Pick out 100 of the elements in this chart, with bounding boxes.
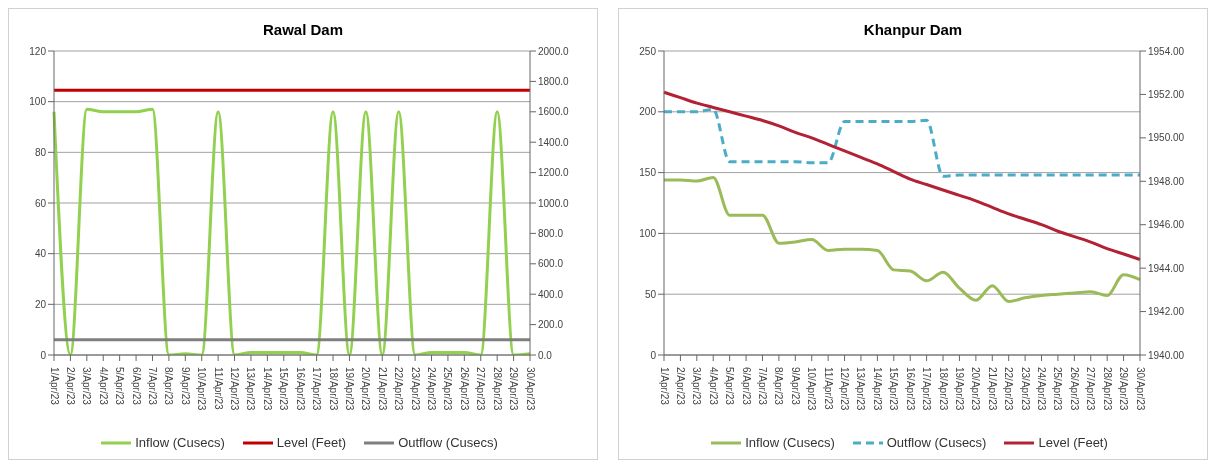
y-tick-label: 50 (644, 288, 657, 300)
legend-label: Outflow (Cusecs) (885, 435, 987, 450)
x-tick-label: 7/Apr/23 (146, 367, 158, 406)
x-tick-label: 7/Apr/23 (756, 367, 768, 406)
y2-tick-label: 200.0 (538, 319, 564, 331)
x-tick-label: 26/Apr/23 (1068, 367, 1080, 411)
x-tick-label: 9/Apr/23 (179, 367, 191, 406)
x-tick-label: 3/Apr/23 (81, 367, 93, 406)
x-tick-label: 30/Apr/23 (1134, 367, 1146, 411)
x-tick-label: 16/Apr/23 (294, 367, 306, 411)
y2-tick-label: 2000.0 (538, 45, 570, 57)
x-tick-label: 27/Apr/23 (475, 367, 487, 411)
x-tick-label: 21/Apr/23 (376, 367, 388, 411)
x-tick-label: 20/Apr/23 (360, 367, 372, 411)
x-tick-label: 23/Apr/23 (409, 367, 421, 411)
x-tick-label: 11/Apr/23 (822, 367, 834, 411)
y2-tick-label: 1940.00 (1148, 349, 1185, 361)
y2-tick-label: 1954.00 (1148, 45, 1185, 57)
x-tick-label: 25/Apr/23 (1052, 367, 1064, 411)
x-tick-label: 18/Apr/23 (937, 367, 949, 411)
x-tick-label: 19/Apr/23 (953, 367, 965, 411)
x-tick-label: 16/Apr/23 (904, 367, 916, 411)
y2-tick-label: 1944.00 (1148, 262, 1185, 274)
x-tick-label: 29/Apr/23 (508, 367, 520, 411)
y-tick-label: 0 (650, 349, 657, 361)
x-tick-label: 2/Apr/23 (64, 367, 76, 406)
y-tick-label: 60 (34, 197, 47, 209)
y-tick-label: 0 (40, 349, 47, 361)
x-tick-label: 2/Apr/23 (674, 367, 686, 406)
y-tick-label: 250 (639, 45, 657, 57)
x-tick-label: 30/Apr/23 (524, 367, 536, 411)
legend-label: Inflow (Cusecs) (134, 435, 225, 450)
x-tick-label: 25/Apr/23 (442, 367, 454, 411)
x-tick-label: 22/Apr/23 (1003, 367, 1015, 411)
y2-tick-label: 0.0 (538, 349, 553, 361)
x-tick-label: 8/Apr/23 (773, 367, 785, 406)
y-tick-label: 200 (639, 106, 657, 118)
y2-tick-label: 1800.0 (538, 75, 570, 87)
y2-tick-label: 1950.00 (1148, 132, 1185, 144)
x-tick-label: 6/Apr/23 (130, 367, 142, 406)
x-tick-label: 14/Apr/23 (261, 367, 273, 411)
x-tick-label: 15/Apr/23 (278, 367, 290, 411)
y-tick-label: 100 (29, 96, 47, 108)
x-tick-label: 26/Apr/23 (458, 367, 470, 411)
x-tick-label: 12/Apr/23 (839, 367, 851, 411)
x-tick-label: 21/Apr/23 (986, 367, 998, 411)
x-tick-label: 15/Apr/23 (888, 367, 900, 411)
line-series (662, 175, 1142, 303)
x-tick-label: 8/Apr/23 (163, 367, 175, 406)
x-tick-label: 24/Apr/23 (1036, 367, 1048, 411)
x-tick-label: 3/Apr/23 (691, 367, 703, 406)
y2-tick-label: 1600.0 (538, 106, 570, 118)
y2-tick-label: 600.0 (538, 258, 564, 270)
y2-tick-label: 1952.00 (1148, 88, 1185, 100)
y2-tick-label: 1400.0 (538, 136, 570, 148)
x-tick-label: 20/Apr/23 (970, 367, 982, 411)
y-tick-label: 40 (34, 248, 47, 260)
chart-title: Khanpur Dam (862, 20, 964, 40)
x-tick-label: 18/Apr/23 (327, 367, 339, 411)
y-tick-label: 120 (29, 45, 47, 57)
legend-label: Outflow (Cusecs) (397, 435, 498, 450)
x-tick-label: 17/Apr/23 (311, 367, 323, 411)
x-tick-label: 10/Apr/23 (196, 367, 208, 411)
x-tick-label: 29/Apr/23 (1118, 367, 1130, 411)
y2-tick-label: 400.0 (538, 288, 564, 300)
x-tick-label: 4/Apr/23 (97, 367, 109, 406)
y2-tick-label: 1200.0 (538, 167, 570, 179)
x-tick-label: 11/Apr/23 (212, 367, 224, 411)
chart-title: Rawal Dam (261, 20, 344, 40)
x-tick-label: 19/Apr/23 (343, 367, 355, 411)
x-tick-label: 27/Apr/23 (1085, 367, 1097, 411)
y-tick-label: 20 (34, 298, 47, 310)
x-tick-label: 4/Apr/23 (707, 367, 719, 406)
x-tick-label: 6/Apr/23 (740, 367, 752, 406)
line-series (662, 90, 1142, 261)
x-tick-label: 22/Apr/23 (393, 367, 405, 411)
legend-label: Inflow (Cusecs) (744, 435, 835, 450)
x-tick-label: 23/Apr/23 (1019, 367, 1031, 411)
y2-tick-label: 1942.00 (1148, 306, 1185, 318)
x-tick-label: 28/Apr/23 (1101, 367, 1113, 411)
y2-tick-label: 1000.0 (538, 197, 570, 209)
x-tick-label: 12/Apr/23 (229, 367, 241, 411)
x-tick-label: 24/Apr/23 (426, 367, 438, 411)
legend-label: Level (Feet) (275, 435, 347, 450)
y-tick-label: 150 (639, 167, 657, 179)
y-tick-label: 80 (34, 146, 47, 158)
x-tick-label: 13/Apr/23 (855, 367, 867, 411)
x-tick-label: 5/Apr/23 (114, 367, 126, 406)
x-tick-label: 28/Apr/23 (491, 367, 503, 411)
x-tick-label: 14/Apr/23 (871, 367, 883, 411)
legend-label: Level (Feet) (1037, 435, 1108, 450)
y2-tick-label: 800.0 (538, 227, 564, 239)
y2-tick-label: 1946.00 (1148, 219, 1185, 231)
x-tick-label: 5/Apr/23 (724, 367, 736, 406)
x-tick-label: 13/Apr/23 (245, 367, 257, 411)
x-tick-label: 17/Apr/23 (921, 367, 933, 411)
x-tick-label: 1/Apr/23 (48, 367, 60, 406)
line-series (662, 107, 1142, 178)
x-tick-label: 9/Apr/23 (789, 367, 801, 406)
y2-tick-label: 1948.00 (1148, 175, 1185, 187)
